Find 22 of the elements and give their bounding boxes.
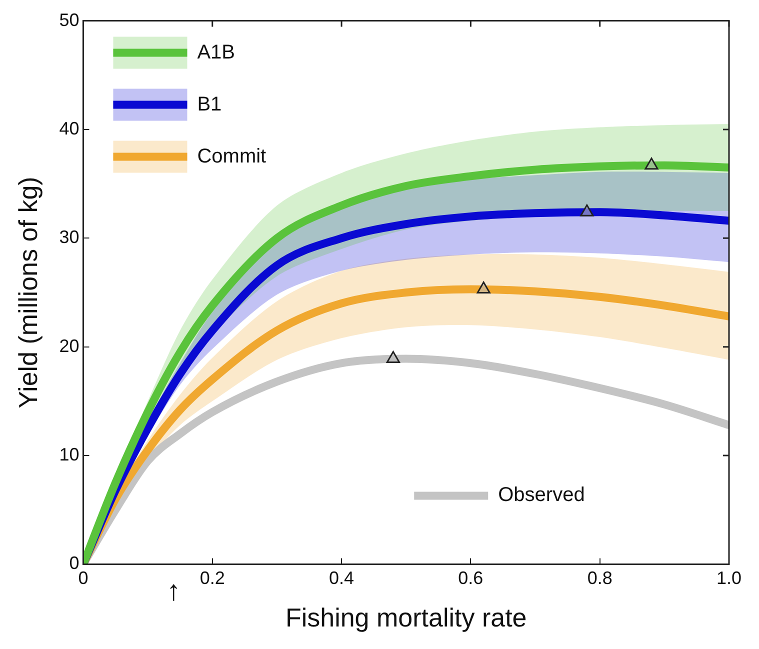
x-axis-title: Fishing mortality rate [285,602,527,633]
y-tick-label: 10 [59,444,80,464]
legend-label: Commit [197,145,267,168]
legend-label: Observed [498,484,585,506]
y-axis-title: Yield (millions of kg) [12,176,43,408]
x-tick-label: 1.0 [716,568,742,588]
legend-label: A1B [197,41,236,64]
y-tick-label: 40 [59,118,80,138]
x-tick-label: 0.6 [458,568,484,588]
text: ↑ [166,574,181,606]
y-tick-label: 20 [59,336,80,356]
point [476,281,490,294]
point [580,204,594,216]
x-tick-label: 0.4 [329,568,354,588]
y-tick-label: 30 [59,227,80,248]
point [644,158,658,170]
y-tick-label: 0 [69,553,80,574]
x-tick-label: 0.8 [587,568,612,588]
point [386,351,400,364]
y-tick-label: 50 [59,10,80,30]
legend-label: B1 [197,93,222,116]
x-tick-label: 0.2 [200,568,225,588]
